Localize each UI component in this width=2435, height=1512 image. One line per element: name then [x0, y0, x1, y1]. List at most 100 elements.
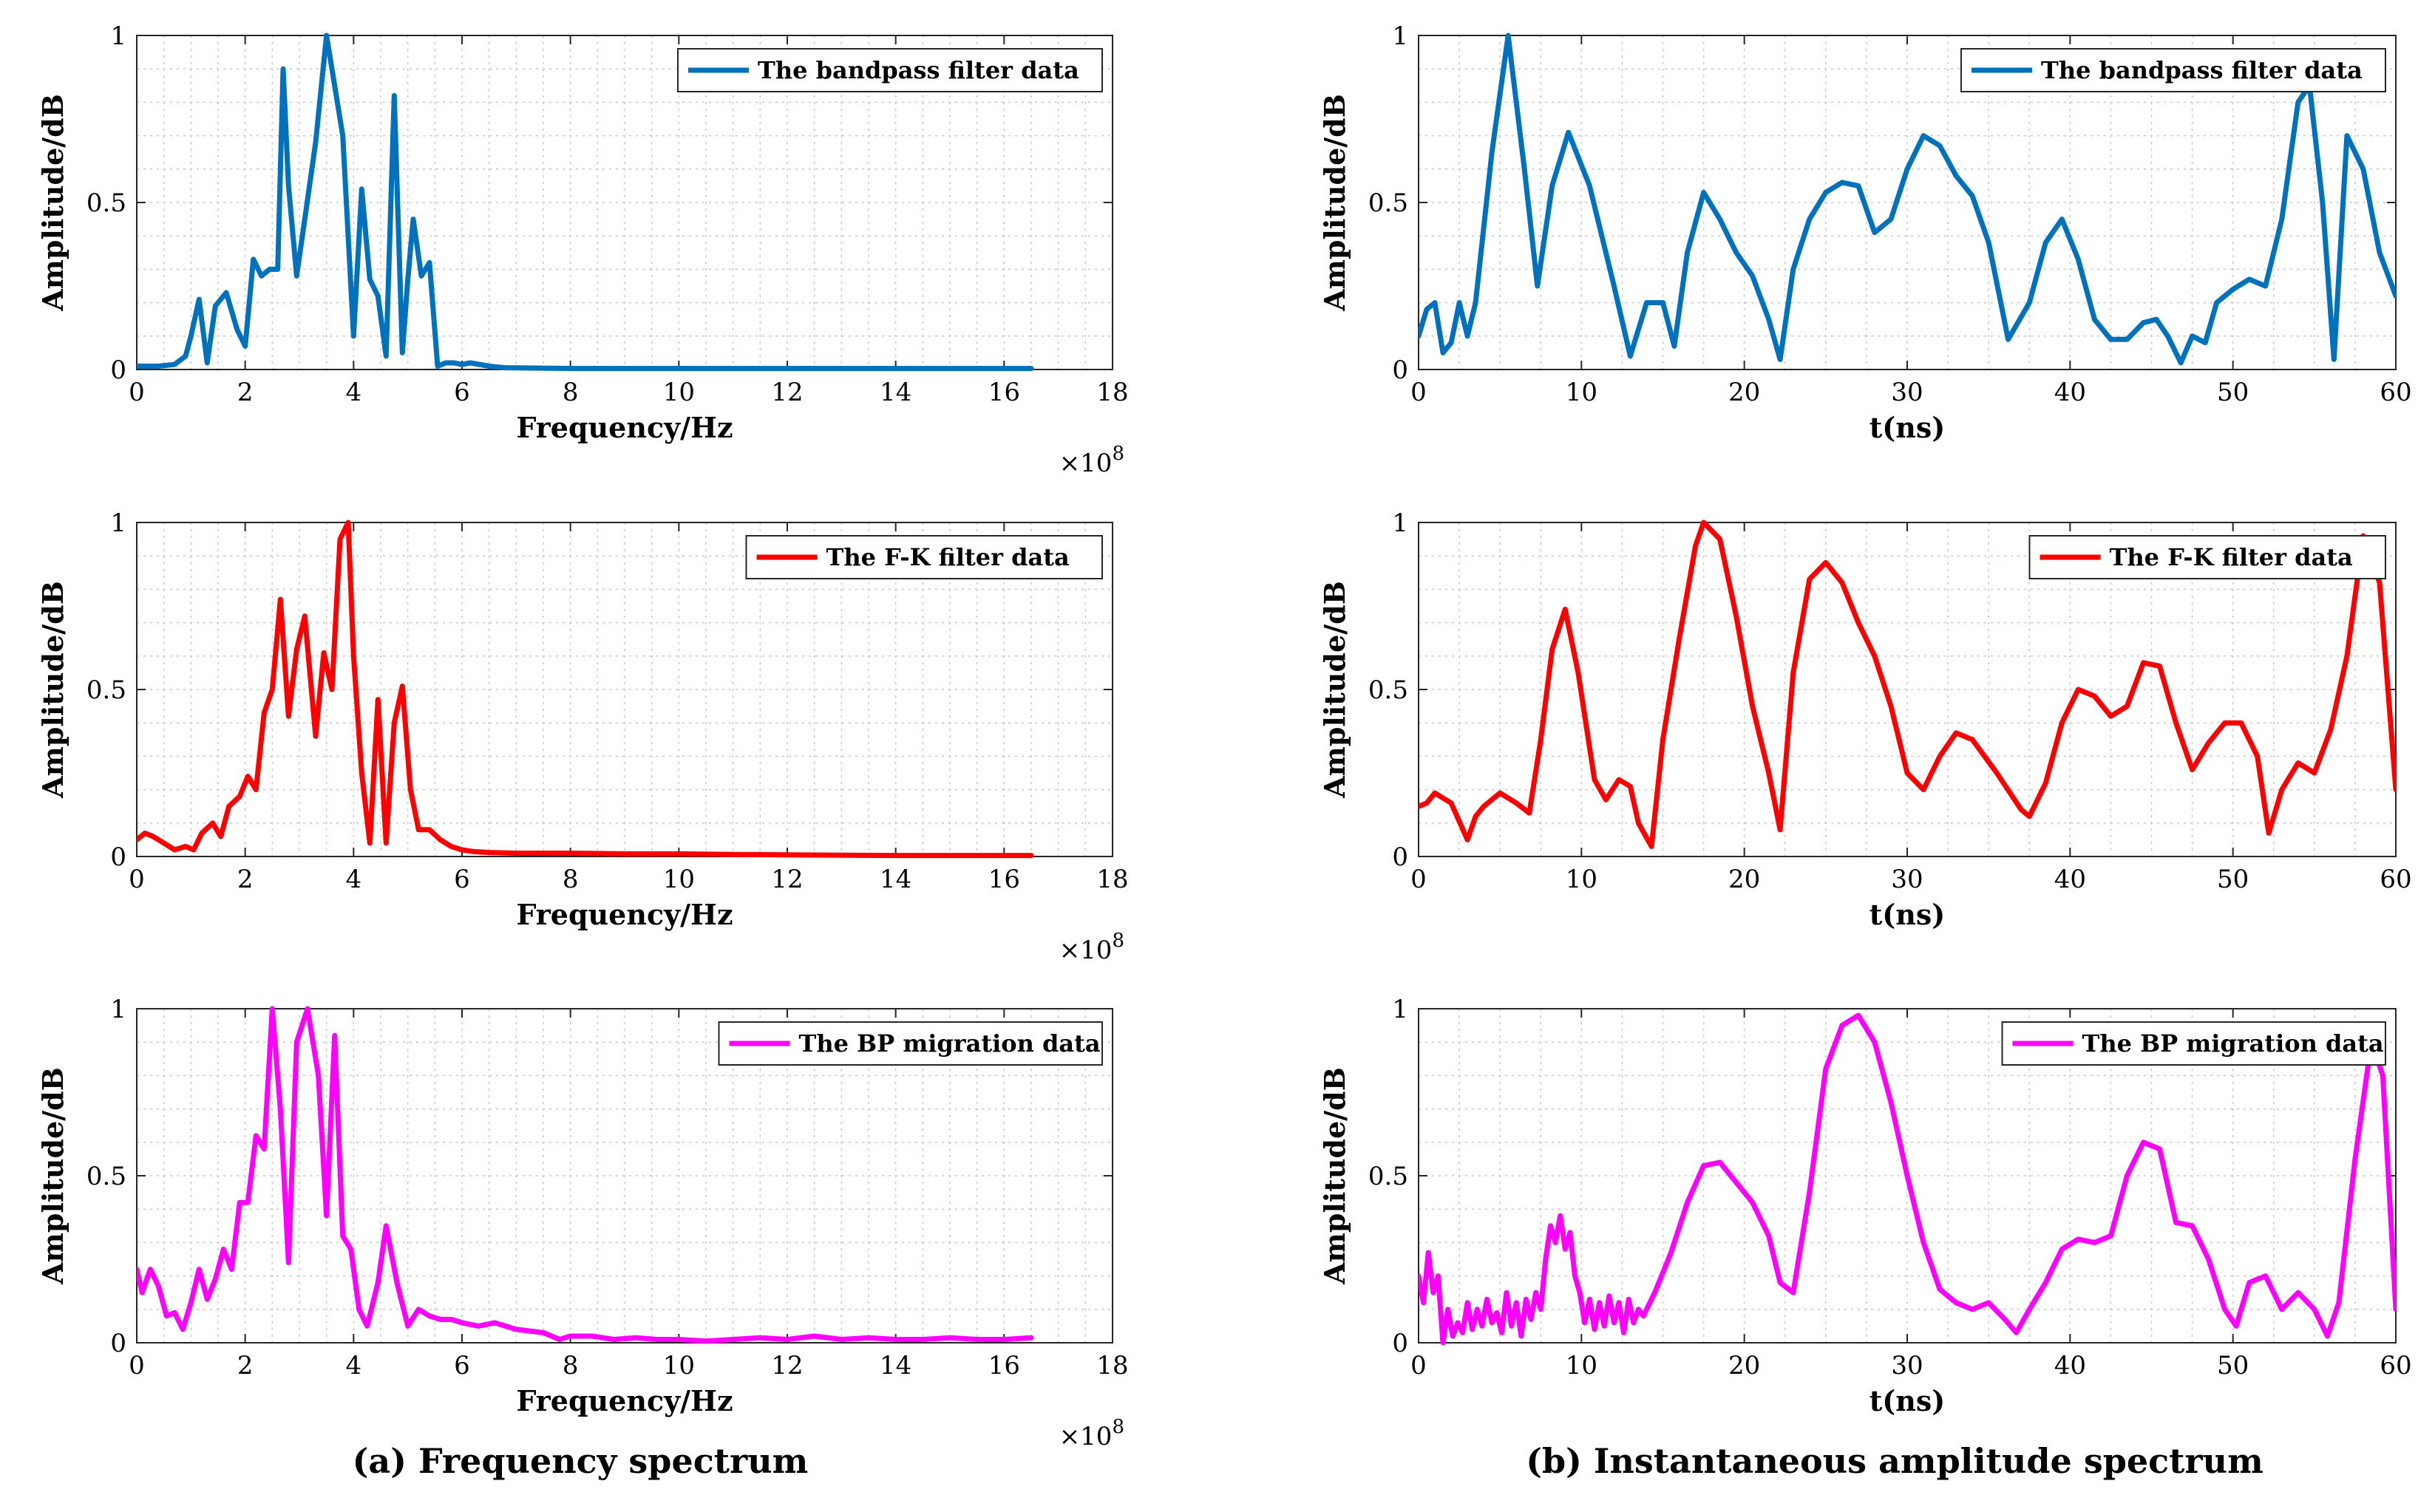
x-axis-label: t(ns) — [1869, 898, 1946, 931]
series-line — [137, 1006, 1034, 1344]
x-axis-label: t(ns) — [1869, 1384, 1946, 1417]
legend: The BP migration data — [2001, 1021, 2386, 1066]
chart-freq-fk: 0 2 4 6 8 10 12 14 16 18 0 0.5 1 Frequency/Hz Amplitud… — [36, 508, 1129, 965]
series-line — [137, 520, 1034, 859]
chart-freq-bp: 0 2 4 6 8 10 12 14 16 18 0 0.5 1 Frequency/Hz Amplitud… — [36, 995, 1129, 1451]
x-tick-label: 4 — [346, 1351, 362, 1380]
x-tick-label: 14 — [880, 378, 911, 407]
x-tick-label: 10 — [663, 865, 695, 894]
y-tick-label: 0.5 — [86, 675, 126, 705]
x-tick-label: 20 — [1728, 378, 1760, 407]
y-tick-label: 0 — [1392, 842, 1408, 872]
x-tick-label: 16 — [988, 1351, 1020, 1380]
series-line — [137, 33, 1034, 372]
x-tick-label: 0 — [1410, 865, 1427, 894]
series-line — [1419, 1012, 2396, 1346]
y-axis-label: Amplitude/dB — [1318, 94, 1351, 312]
x-tick-label: 18 — [1096, 378, 1128, 407]
x-tick-label: 10 — [1566, 865, 1597, 894]
x-tick-label: 0 — [129, 865, 145, 894]
x-tick-label: 8 — [563, 865, 579, 894]
x-tick-label: 50 — [2217, 1351, 2249, 1380]
x-axis-label: Frequency/Hz — [516, 898, 733, 931]
x-tick-label: 50 — [2217, 378, 2249, 407]
legend-label: The bandpass filter data — [2041, 56, 2363, 84]
legend-label: The F-K filter data — [826, 543, 1070, 571]
y-tick-label: 0.5 — [1368, 188, 1408, 218]
y-tick-label: 1 — [110, 21, 126, 51]
x-tick-label: 16 — [988, 865, 1020, 894]
x-tick-label: 30 — [1891, 1351, 1923, 1380]
x-tick-label: 6 — [454, 378, 470, 407]
x-tick-label: 10 — [1566, 378, 1597, 407]
x-tick-label: 18 — [1096, 865, 1128, 894]
chart-time-fk: 0 10 20 30 40 50 60 0 0.5 1 t(ns) Amplitude/dB The F… — [1318, 508, 2412, 931]
legend: The F-K filter data — [745, 535, 1103, 579]
x-axis-label: Frequency/Hz — [516, 411, 733, 444]
legend: The bandpass filter data — [1960, 48, 2386, 92]
x-tick-label: 40 — [2054, 865, 2086, 894]
y-axis-label: Amplitude/dB — [36, 1067, 69, 1285]
y-tick-label: 0 — [1392, 1329, 1408, 1358]
y-tick-label: 0.5 — [1368, 675, 1408, 705]
x-tick-label: 2 — [237, 1351, 254, 1380]
x-tick-label: 14 — [880, 1351, 911, 1380]
x-tick-label: 8 — [563, 1351, 579, 1380]
x-tick-label: 12 — [771, 1351, 803, 1380]
y-tick-label: 0.5 — [86, 188, 126, 218]
legend: The F-K filter data — [2028, 535, 2386, 579]
x-exponent-label: ×108 — [1059, 443, 1124, 478]
series-line — [1419, 33, 2396, 366]
x-tick-label: 18 — [1096, 1351, 1128, 1380]
x-tick-label: 2 — [237, 865, 254, 894]
legend-label: The F-K filter data — [2110, 543, 2353, 571]
x-tick-label: 40 — [2054, 378, 2086, 407]
x-tick-label: 60 — [2380, 378, 2411, 407]
y-axis-label: Amplitude/dB — [1318, 581, 1351, 799]
chart-time-bandpass: 0 10 20 30 40 50 60 0 0.5 1 t(ns) Amplitude/dB The b… — [1318, 21, 2412, 444]
x-tick-label: 12 — [771, 378, 803, 407]
legend-label: The bandpass filter data — [758, 56, 1079, 84]
x-tick-label: 20 — [1728, 1351, 1760, 1380]
x-tick-label: 6 — [454, 865, 470, 894]
x-tick-label: 30 — [1891, 378, 1923, 407]
x-tick-label: 20 — [1728, 865, 1760, 894]
chart-time-bp: 0 10 20 30 40 50 60 0 0.5 1 t(ns) Amplitude/dB The B… — [1318, 995, 2412, 1417]
legend: The bandpass filter data — [677, 48, 1103, 92]
y-axis-label: Amplitude/dB — [1318, 1067, 1351, 1285]
x-tick-label: 6 — [454, 1351, 470, 1380]
x-tick-label: 10 — [663, 1351, 695, 1380]
caption-left: (a) Frequency spectrum — [353, 1441, 809, 1481]
y-axis-label: Amplitude/dB — [36, 94, 69, 312]
x-tick-label: 2 — [237, 378, 254, 407]
y-tick-label: 0 — [110, 1329, 126, 1358]
x-tick-label: 4 — [346, 865, 362, 894]
x-tick-label: 4 — [346, 378, 362, 407]
y-axis-label: Amplitude/dB — [36, 581, 69, 799]
x-tick-label: 50 — [2217, 865, 2249, 894]
x-axis-label: t(ns) — [1869, 411, 1946, 444]
x-tick-label: 8 — [563, 378, 579, 407]
x-tick-label: 16 — [988, 378, 1020, 407]
y-tick-label: 1 — [110, 995, 126, 1024]
y-tick-label: 0 — [110, 842, 126, 872]
x-tick-label: 0 — [1410, 1351, 1427, 1380]
legend: The BP migration data — [718, 1021, 1103, 1066]
x-tick-label: 0 — [129, 378, 145, 407]
y-tick-label: 1 — [1392, 995, 1408, 1024]
x-tick-label: 12 — [771, 865, 803, 894]
x-exponent-label: ×108 — [1059, 930, 1124, 965]
y-tick-label: 0 — [1392, 355, 1408, 385]
x-tick-label: 30 — [1891, 865, 1923, 894]
y-tick-label: 1 — [1392, 508, 1408, 538]
x-tick-label: 60 — [2380, 1351, 2411, 1380]
y-tick-label: 0.5 — [1368, 1162, 1408, 1191]
x-tick-label: 60 — [2380, 865, 2411, 894]
x-axis-label: Frequency/Hz — [516, 1384, 733, 1417]
legend-label: The BP migration data — [2082, 1029, 2384, 1058]
x-tick-label: 10 — [1566, 1351, 1597, 1380]
x-tick-label: 40 — [2054, 1351, 2086, 1380]
x-tick-label: 10 — [663, 378, 695, 407]
plots-layer: 0 2 4 6 8 10 12 14 16 1800.51Frequency/HzAmplitud… — [36, 21, 2412, 1451]
